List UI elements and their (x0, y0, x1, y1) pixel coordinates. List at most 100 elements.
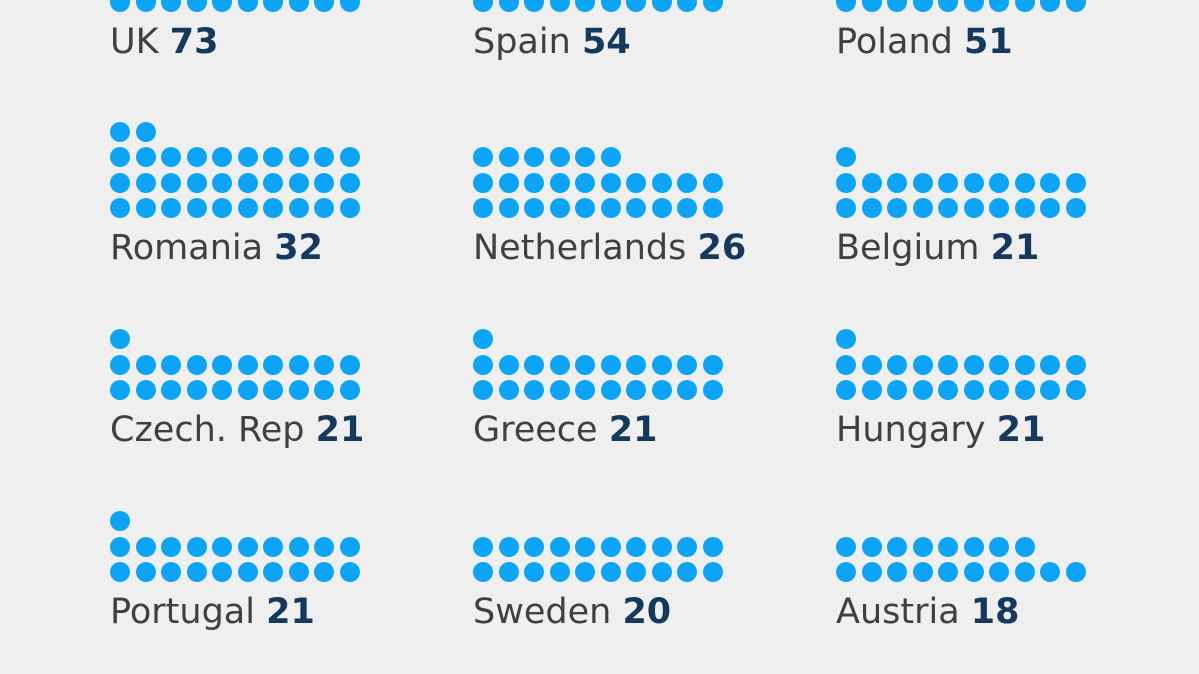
unit-dot (524, 0, 544, 12)
unit-dot (938, 198, 958, 218)
unit-dot (263, 0, 283, 12)
country-value: 32 (274, 228, 323, 268)
unit-dot (237, 0, 258, 12)
unit-dot (339, 172, 360, 193)
unit-dot (575, 354, 595, 375)
unit-dot (135, 0, 156, 12)
unit-dot (263, 536, 283, 557)
unit-dot (836, 147, 856, 167)
unit-dot (339, 147, 360, 167)
unit-dot (186, 147, 207, 167)
unit-dot (288, 536, 309, 557)
unit-dot (135, 172, 156, 193)
unit-dot (912, 380, 933, 400)
unit-dot (1065, 354, 1086, 375)
unit-dot (473, 562, 493, 582)
unit-dot (836, 172, 856, 193)
unit-dot (989, 198, 1009, 218)
unit-dot (989, 172, 1009, 193)
unit-dot (861, 536, 882, 557)
unit-dot (1040, 380, 1060, 400)
unit-dot (575, 0, 595, 12)
unit-dot (186, 562, 207, 582)
unit-dot (212, 147, 232, 167)
unit-dot (575, 172, 595, 193)
unit-dot (1040, 172, 1060, 193)
unit-dot (498, 0, 519, 12)
unit-dot (524, 562, 544, 582)
unit-dot (836, 198, 856, 218)
unit-dot (938, 354, 958, 375)
unit-dot (702, 536, 723, 557)
unit-dot (237, 354, 258, 375)
unit-dot (1065, 0, 1086, 12)
country-item: Netherlands 26 (473, 98, 803, 268)
unit-dot (989, 380, 1009, 400)
country-name: Romania (110, 228, 264, 268)
unit-dot (288, 0, 309, 12)
unit-dot (836, 380, 856, 400)
unit-dot (600, 198, 621, 218)
unit-dot (161, 172, 181, 193)
unit-dot (314, 147, 334, 167)
country-label: Greece 21 (473, 410, 657, 450)
unit-dot (263, 172, 283, 193)
unit-dot (110, 380, 130, 400)
unit-dot (549, 380, 570, 400)
unit-dot (161, 380, 181, 400)
unit-dot (288, 562, 309, 582)
unit-dot (473, 0, 493, 12)
unit-dot (626, 536, 646, 557)
country-item: Sweden 20 (473, 462, 803, 632)
country-name: Hungary (836, 410, 986, 450)
unit-dot (263, 380, 283, 400)
unit-dot (912, 354, 933, 375)
unit-dot (314, 562, 334, 582)
unit-dot (1040, 562, 1060, 582)
unit-dot (237, 147, 258, 167)
unit-dot (600, 380, 621, 400)
unit-dot (473, 380, 493, 400)
unit-dot (702, 562, 723, 582)
unit-dot (498, 562, 519, 582)
unit-dot (600, 562, 621, 582)
unit-dot (702, 198, 723, 218)
unit-dot (989, 0, 1009, 12)
country-item: Romania 32 (110, 98, 440, 268)
unit-dot (887, 172, 907, 193)
unit-dot (677, 562, 697, 582)
unit-dot (110, 198, 130, 218)
unit-dot (963, 198, 984, 218)
unit-dot (651, 562, 672, 582)
unit-dot (626, 198, 646, 218)
country-name: Czech. Rep (110, 410, 305, 450)
country-value: 21 (266, 592, 315, 632)
unit-dot (237, 562, 258, 582)
country-label: Austria 18 (836, 592, 1020, 632)
country-label: Spain 54 (473, 22, 631, 62)
unit-dot (912, 172, 933, 193)
country-label: UK 73 (110, 22, 218, 62)
unit-dot (575, 536, 595, 557)
unit-dot (887, 380, 907, 400)
unit-dot (626, 0, 646, 12)
country-item: Portugal 21 (110, 462, 440, 632)
unit-dot (473, 147, 493, 167)
unit-dot (600, 147, 621, 167)
unit-dot (288, 198, 309, 218)
unit-dot (110, 147, 130, 167)
unit-dot (212, 198, 232, 218)
unit-dot (237, 380, 258, 400)
unit-dot (135, 562, 156, 582)
unit-dot (1040, 354, 1060, 375)
unit-dot (887, 536, 907, 557)
unit-dot (473, 536, 493, 557)
unit-dot (212, 562, 232, 582)
unit-dot (938, 0, 958, 12)
unit-dot (938, 562, 958, 582)
unit-dot (600, 172, 621, 193)
country-value: 21 (990, 228, 1040, 268)
unit-dot (288, 172, 309, 193)
country-name: Netherlands (473, 228, 687, 268)
unit-dot (1065, 562, 1086, 582)
